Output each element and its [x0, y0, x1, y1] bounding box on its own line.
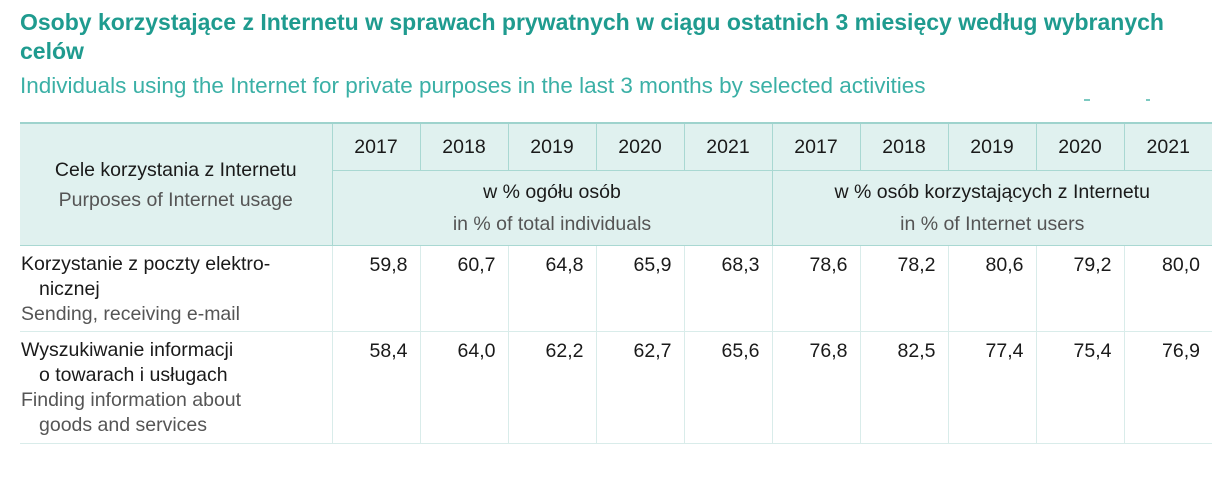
purposes-header: Cele korzystania z Internetu Purposes of…: [20, 122, 332, 246]
value-cell: 59,8: [331, 245, 420, 332]
value-cell: 65,9: [595, 245, 684, 332]
title-polish: Osoby korzystające z Internetu w sprawac…: [20, 9, 1164, 64]
row-label: Korzystanie z poczty elektro- nicznej Se…: [20, 245, 332, 332]
value-cell: 76,9: [1123, 331, 1212, 444]
value-cell: 64,8: [507, 245, 596, 332]
row-label: Wyszukiwanie informacji o towarach i usł…: [20, 331, 332, 444]
year-header: 2017: [331, 122, 420, 171]
year-header: 2021: [683, 122, 772, 171]
value-cell: 68,3: [683, 245, 772, 332]
value-cell: 62,7: [595, 331, 684, 444]
value-cell: 58,4: [331, 331, 420, 444]
unit-users-pl: w % osób korzystających z Internetu: [834, 181, 1150, 203]
purposes-header-pl: Cele korzystania z Internetu: [54, 158, 297, 181]
row-label-pl: Wyszukiwanie informacji: [21, 339, 234, 361]
decorative-dash: [1084, 99, 1090, 101]
year-header: 2021: [1123, 122, 1212, 171]
data-table: Cele korzystania z Internetu Purposes of…: [20, 122, 1212, 444]
value-cell: 78,6: [771, 245, 860, 332]
value-cell: 77,4: [947, 331, 1036, 444]
year-header: 2019: [507, 122, 596, 171]
year-header: 2018: [859, 122, 948, 171]
value-cell: 80,6: [947, 245, 1036, 332]
title-english: Individuals using the Internet for priva…: [20, 73, 926, 98]
value-cell: 64,0: [419, 331, 508, 444]
year-header: 2020: [595, 122, 684, 171]
row-label-en: Sending, receiving e-mail: [21, 303, 240, 325]
year-header: 2018: [419, 122, 508, 171]
value-cell: 80,0: [1123, 245, 1212, 332]
table-row: Korzystanie z poczty elektro- nicznej Se…: [20, 245, 1212, 332]
table-row: Wyszukiwanie informacji o towarach i usł…: [20, 331, 1212, 444]
decorative-dash: [1146, 99, 1150, 101]
row-label-pl: Korzystanie z poczty elektro-: [21, 253, 271, 275]
value-cell: 60,7: [419, 245, 508, 332]
value-cell: 79,2: [1035, 245, 1124, 332]
value-cell: 65,6: [683, 331, 772, 444]
unit-users-en: in % of Internet users: [900, 213, 1085, 235]
unit-total-pl: w % ogółu osób: [483, 181, 621, 203]
unit-total-en: in % of total individuals: [452, 213, 652, 235]
value-cell: 75,4: [1035, 331, 1124, 444]
year-header: 2019: [947, 122, 1036, 171]
row-label-pl-cont: nicznej: [39, 278, 100, 300]
row-label-en: Finding information about: [21, 389, 242, 411]
value-cell: 62,2: [507, 331, 596, 444]
value-cell: 78,2: [859, 245, 948, 332]
unit-users-header: w % osób korzystających z Internetu in %…: [771, 170, 1212, 246]
value-cell: 82,5: [859, 331, 948, 444]
unit-total-header: w % ogółu osób in % of total individuals: [331, 170, 772, 246]
purposes-header-en: Purposes of Internet usage: [58, 188, 293, 211]
row-label-en-cont: goods and services: [39, 414, 208, 436]
year-header: 2017: [771, 122, 860, 171]
year-header: 2020: [1035, 122, 1124, 171]
row-label-pl-cont: o towarach i usługach: [39, 364, 228, 386]
value-cell: 76,8: [771, 331, 860, 444]
